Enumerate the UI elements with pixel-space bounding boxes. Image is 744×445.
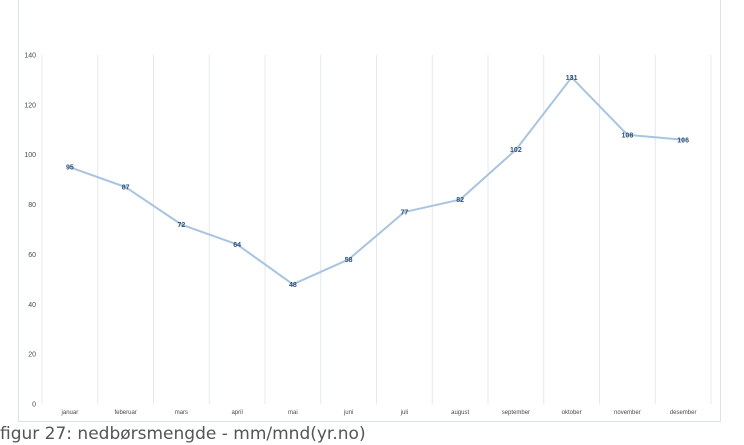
x-tick-label: april xyxy=(231,410,242,416)
x-tick-label: november xyxy=(614,410,641,416)
data-point xyxy=(347,257,351,261)
data-label: 58 xyxy=(345,257,353,264)
data-label: 108 xyxy=(622,132,634,139)
y-tick-label: 20 xyxy=(28,352,36,359)
y-tick-label: 120 xyxy=(24,102,36,109)
data-label: 77 xyxy=(400,210,408,217)
data-point xyxy=(235,242,239,246)
y-tick-label: 100 xyxy=(24,152,36,159)
data-label: 131 xyxy=(566,75,578,82)
x-tick-label: juni xyxy=(343,410,353,416)
data-label: 82 xyxy=(456,197,464,204)
data-label: 95 xyxy=(66,165,74,172)
data-label: 48 xyxy=(289,282,297,289)
data-label: 72 xyxy=(177,222,185,229)
y-tick-label: 60 xyxy=(28,252,36,259)
data-point xyxy=(458,198,462,202)
x-tick-label: feberuar xyxy=(114,410,136,416)
data-point xyxy=(625,133,629,137)
y-axis-ticks: 0 20 40 60 80 100 120 140 xyxy=(24,53,36,409)
series-line xyxy=(69,76,684,286)
data-label: 64 xyxy=(233,242,241,249)
y-tick-label: 40 xyxy=(28,302,36,309)
data-point xyxy=(514,148,518,152)
x-tick-label: september xyxy=(502,410,530,416)
x-axis-ticks: januar feberuar mars april mai juni juli august… xyxy=(61,410,697,416)
x-tick-label: oktober xyxy=(562,410,582,416)
y-tick-label: 80 xyxy=(28,202,36,209)
data-point xyxy=(402,210,406,214)
x-tick-label: august xyxy=(451,410,469,416)
data-point xyxy=(179,223,183,227)
y-tick-label: 140 xyxy=(24,53,36,60)
line-chart: 0 20 40 60 80 100 120 140 januar feberuar mars apr… xyxy=(24,53,712,416)
x-tick-label: januar xyxy=(61,410,79,416)
data-point xyxy=(291,282,295,286)
data-label: 87 xyxy=(122,185,130,192)
x-tick-label: desember xyxy=(670,410,697,416)
data-label: 106 xyxy=(677,137,689,144)
x-tick-label: juli xyxy=(400,410,408,416)
data-label: 102 xyxy=(510,147,522,154)
data-label-layer: 95 87 72 64 48 58 77 82 102 131 108 106 xyxy=(66,75,689,289)
x-tick-label: mars xyxy=(175,410,188,416)
grid-layer xyxy=(41,55,712,404)
y-tick-label: 0 xyxy=(32,402,36,409)
series-layer xyxy=(68,75,685,286)
figure-caption: figur 27: nedbørsmengde - mm/mnd(yr.no) xyxy=(0,424,366,444)
data-point xyxy=(570,75,574,79)
x-tick-label: mai xyxy=(288,410,298,416)
chart-frame xyxy=(18,0,721,422)
data-point xyxy=(68,165,72,169)
data-point xyxy=(681,138,685,142)
data-point xyxy=(124,185,128,189)
